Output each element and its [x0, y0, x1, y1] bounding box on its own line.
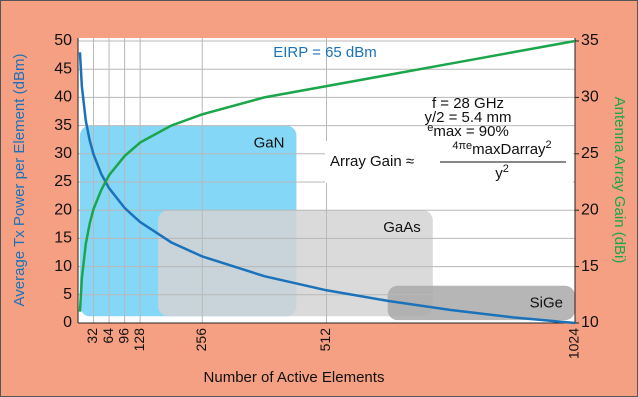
- y2-axis-label: Antenna Array Gain (dBi): [611, 97, 628, 264]
- rest: = 90%: [462, 123, 509, 140]
- x-tick-label: 96: [115, 328, 131, 344]
- y2-tick-label: 20: [581, 201, 599, 218]
- y2-tick-label: 10: [581, 314, 599, 331]
- f: y: [495, 165, 503, 182]
- x-tick-label: 512: [317, 328, 333, 352]
- y2-tick-label: 30: [581, 89, 599, 106]
- y2-tick-label: 15: [581, 258, 599, 275]
- f: max: [472, 141, 501, 158]
- x-tick-label: 1024: [566, 328, 582, 359]
- param: f = 28 GHz: [432, 95, 504, 112]
- symbol: e: [427, 122, 433, 134]
- f: 2: [503, 163, 509, 175]
- region: [158, 210, 433, 317]
- eirp-label: EIRP = 65 dBm: [273, 44, 377, 61]
- formula-den: y2: [495, 163, 509, 182]
- x-tick-label: 64: [100, 328, 116, 344]
- y-tick-label: 10: [54, 258, 72, 275]
- y-tick-label: 50: [54, 32, 72, 49]
- y-tick-label: 45: [54, 60, 72, 77]
- sub: max: [433, 123, 462, 140]
- f: 4π: [452, 140, 466, 152]
- x-tick-label: 128: [131, 328, 147, 352]
- y-tick-label: 15: [54, 230, 72, 247]
- param: y/2 = 5.4 mm: [424, 109, 511, 126]
- formula-lhs: Array Gain ≈: [330, 153, 414, 170]
- series-line: [78, 52, 576, 325]
- y-tick-label: 0: [63, 314, 72, 331]
- y2-tick-label: 25: [581, 145, 599, 162]
- region-label: GaAs: [383, 219, 421, 236]
- x-tick-label: 256: [193, 328, 209, 352]
- formula-num: 4πemaxDarray2: [452, 139, 551, 158]
- y2-tick-label: 35: [581, 32, 599, 49]
- y-tick-label: 35: [54, 117, 72, 134]
- f: e: [466, 140, 472, 152]
- series-line: [78, 39, 576, 312]
- y-tick-label: 5: [63, 286, 72, 303]
- region-label: GaN: [254, 135, 285, 152]
- y-tick-label: 30: [54, 145, 72, 162]
- y-axis-label: Average Tx Power per Element (dBm): [11, 54, 28, 307]
- x-axis-label: Number of Active Elements: [204, 369, 385, 386]
- f: 2: [546, 139, 552, 151]
- f: D: [501, 141, 512, 158]
- y-tick-label: 25: [54, 173, 72, 190]
- f: array: [511, 141, 546, 158]
- region-label: SiGe: [530, 295, 563, 312]
- efficiency: emax = 90%: [427, 122, 509, 140]
- x-tick-label: 32: [84, 328, 100, 344]
- y-tick-label: 20: [54, 201, 72, 218]
- y-tick-label: 40: [54, 89, 72, 106]
